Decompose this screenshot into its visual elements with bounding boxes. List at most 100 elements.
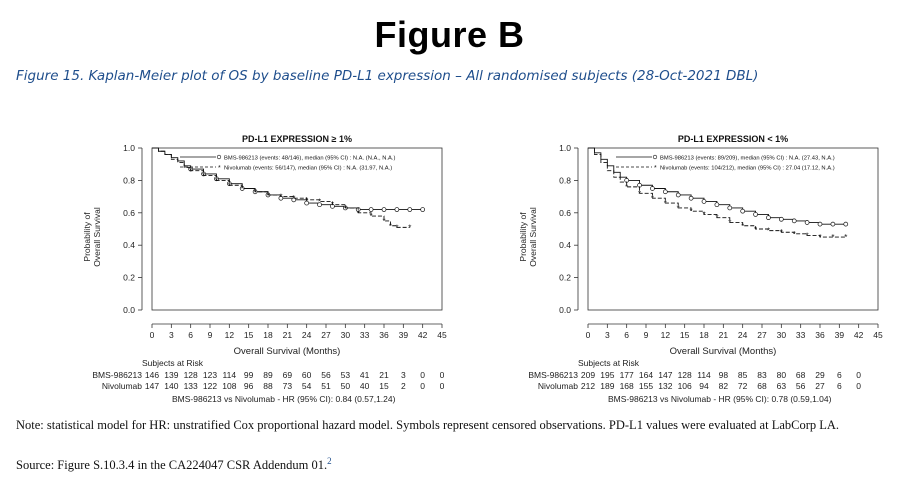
risk-count: 98 <box>719 370 729 380</box>
x-tick-label: 36 <box>379 330 389 340</box>
legend-marker-star: * <box>654 165 657 172</box>
risk-count: 122 <box>203 381 217 391</box>
x-tick-label: 18 <box>699 330 709 340</box>
risk-row-label: Nivolumab <box>538 381 578 391</box>
x-tick-label: 36 <box>815 330 825 340</box>
risk-count: 139 <box>164 370 178 380</box>
censor-marker-star: * <box>305 196 308 205</box>
hazard-ratio-text: BMS-986213 vs Nivolumab - HR (95% CI): 0… <box>172 394 396 404</box>
censor-marker-star: * <box>741 222 744 231</box>
y-axis-label: Overall Survival <box>92 207 102 267</box>
statistical-note: Note: statistical model for HR: unstrati… <box>16 418 840 432</box>
censor-marker-star: * <box>228 181 231 190</box>
y-tick-label: 0.6 <box>559 208 571 218</box>
censor-marker-star: * <box>189 167 192 176</box>
risk-count: 69 <box>283 370 293 380</box>
risk-count: 51 <box>321 381 331 391</box>
risk-count: 132 <box>658 381 672 391</box>
risk-table-header: Subjects at Risk <box>142 358 204 368</box>
y-tick-label: 1.0 <box>559 143 571 153</box>
plot-frame <box>151 147 443 311</box>
risk-row-label: Nivolumab <box>102 381 142 391</box>
censor-marker-star: * <box>677 204 680 213</box>
x-axis-label: Overall Survival (Months) <box>234 346 341 357</box>
censor-marker-star: * <box>831 233 834 242</box>
x-tick-label: 6 <box>188 330 193 340</box>
censor-marker-circle <box>394 207 400 212</box>
censor-marker-star: * <box>331 201 334 210</box>
chart-title: PD-L1 EXPRESSION < 1% <box>678 134 788 144</box>
x-tick-label: 33 <box>360 330 370 340</box>
risk-count: 56 <box>321 370 331 380</box>
x-tick-label: 0 <box>150 330 155 340</box>
censor-marker-star: * <box>215 176 218 185</box>
censor-marker-circle <box>791 218 797 224</box>
censor-marker-circle <box>714 202 720 208</box>
risk-count: 94 <box>699 381 709 391</box>
x-tick-label: 21 <box>719 330 729 340</box>
risk-count: 123 <box>203 370 217 380</box>
x-tick-label: 27 <box>321 330 331 340</box>
censor-marker-star: * <box>318 197 321 206</box>
y-tick-label: 0.0 <box>559 305 571 315</box>
nivolumab-survival-curve <box>588 147 846 238</box>
censor-marker-star: * <box>818 233 821 242</box>
x-tick-label: 0 <box>586 330 591 340</box>
x-tick-label: 39 <box>399 330 409 340</box>
x-tick-label: 45 <box>437 330 447 340</box>
risk-count: 99 <box>244 370 254 380</box>
risk-count: 133 <box>184 381 198 391</box>
risk-count: 147 <box>145 381 159 391</box>
risk-count: 53 <box>341 370 351 380</box>
censor-marker-circle <box>304 200 310 206</box>
censor-marker-circle <box>830 221 836 227</box>
legend-entry: BMS-986213 (events: 48/146), median (95%… <box>224 156 395 162</box>
x-tick-label: 6 <box>624 330 629 340</box>
censor-marker-circle <box>291 197 297 203</box>
censor-marker-star: * <box>702 210 705 219</box>
y-tick-label: 0.4 <box>559 240 571 250</box>
censor-marker-star: * <box>254 188 257 197</box>
risk-row-label: BMS-986213 <box>92 370 142 380</box>
y-tick-label: 0.8 <box>559 175 571 185</box>
y-axis-label: Overall Survival <box>528 207 538 267</box>
x-tick-label: 27 <box>757 330 767 340</box>
source-reference[interactable]: 2 <box>327 456 332 466</box>
censor-marker-circle <box>407 207 413 212</box>
censor-marker-circle <box>368 207 374 212</box>
legend-marker-circle <box>652 154 658 160</box>
y-tick-label: 0.4 <box>123 240 135 250</box>
censor-marker-star: * <box>408 223 411 232</box>
censor-marker-star: * <box>344 204 347 213</box>
x-tick-label: 15 <box>680 330 690 340</box>
y-axis-label: Probability of <box>518 212 528 262</box>
risk-count: 80 <box>777 370 787 380</box>
risk-count: 128 <box>184 370 198 380</box>
km-panel-pdl1-negative: PD-L1 EXPRESSION < 1% 0.0 0.2 0.4 0.6 0.8 1.0 P… <box>448 128 888 408</box>
x-tick-label: 42 <box>418 330 428 340</box>
risk-count: 108 <box>222 381 236 391</box>
risk-count: 60 <box>302 370 312 380</box>
risk-count: 85 <box>738 370 748 380</box>
risk-count: 128 <box>678 370 692 380</box>
risk-count: 140 <box>164 381 178 391</box>
censor-marker-star: * <box>728 219 731 228</box>
risk-count: 177 <box>620 370 634 380</box>
x-tick-label: 33 <box>796 330 806 340</box>
legend-entry: Nivolumab (events: 56/147), median (95% … <box>224 166 392 172</box>
x-tick-label: 39 <box>835 330 845 340</box>
plot-frame <box>587 147 879 311</box>
risk-count: 0 <box>440 370 445 380</box>
risk-count: 83 <box>757 370 767 380</box>
risk-count: 195 <box>600 370 614 380</box>
risk-count: 2 <box>401 381 406 391</box>
risk-count: 73 <box>283 381 293 391</box>
risk-count: 0 <box>856 370 861 380</box>
km-chart-pdl1-negative: PD-L1 EXPRESSION < 1% 0.0 0.2 0.4 0.6 0.8 1.0 P… <box>518 134 883 404</box>
x-tick-label: 42 <box>854 330 864 340</box>
legend-entry: BMS-986213 (events: 89/209), median (95%… <box>660 156 835 162</box>
x-tick-label: 24 <box>738 330 748 340</box>
risk-count: 0 <box>420 381 425 391</box>
censor-marker-circle <box>662 189 668 195</box>
y-tick-label: 0.2 <box>123 273 135 283</box>
